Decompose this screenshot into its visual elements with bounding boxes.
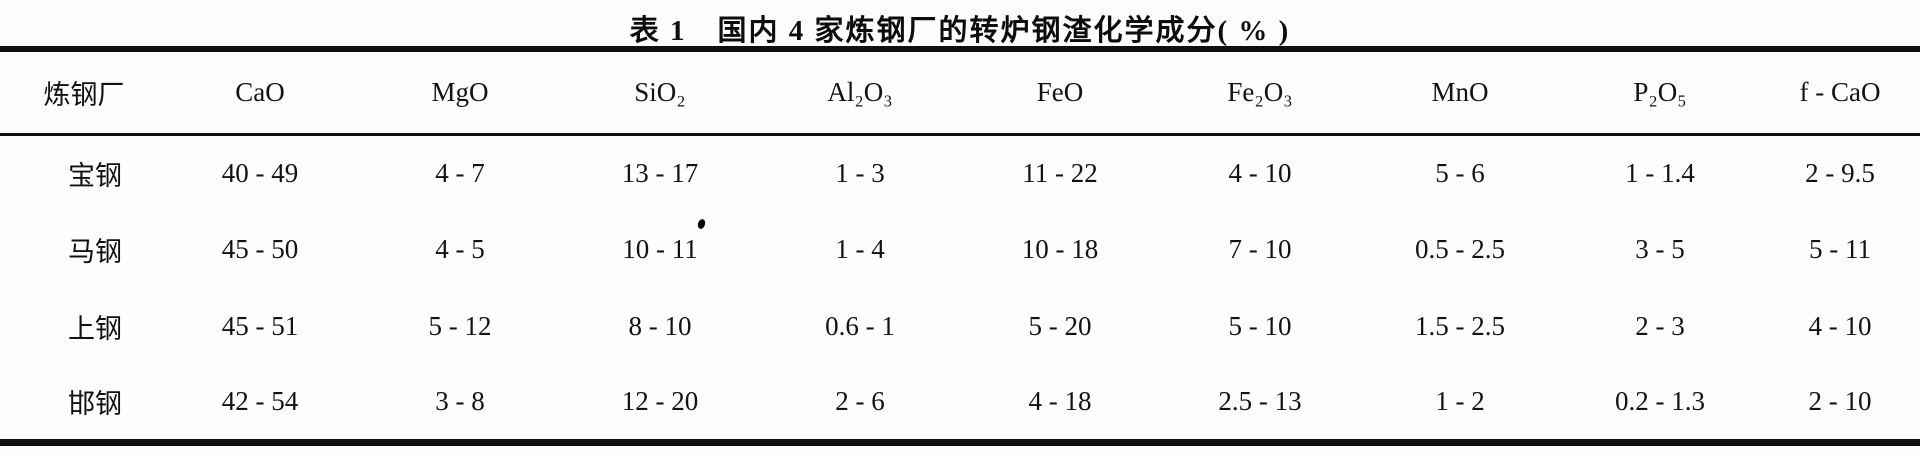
table-row: 马钢 45 - 50 4 - 5 10 - 11 1 - 4 10 - 18 7… [0,211,1920,288]
value-cell: 2 - 6 [835,386,885,417]
plant-name-cell: 邯钢 [68,389,122,420]
value-cell: 5 - 6 [1435,157,1485,188]
column-header-fe2o3: Fe₂O₃ [1160,49,1360,136]
column-header-p2o5: P₂O₅ [1560,49,1760,136]
table-title: 表 1 国内 4 家炼钢厂的转炉钢渣化学成分( % ) [629,15,1291,47]
value-cell: 4 - 7 [435,157,485,188]
table-row: 宝钢 40 - 49 4 - 7 13 - 17 1 - 3 11 - 22 4… [0,134,1920,211]
table-row: 上钢 45 - 51 5 - 12 8 - 10 0.6 - 1 5 - 20 … [0,288,1920,365]
value-cell: 5 - 12 [428,311,492,341]
table-header-row: 炼钢厂 CaO MgO SiO₂ Al₂O₃ FeO Fe₂O₃ MnO P₂O… [0,49,1920,136]
value-cell: 2 - 10 [1808,386,1872,417]
column-header-mgo: MgO [360,49,560,136]
value-cell: 3 - 5 [1635,234,1685,264]
column-header-mno: MnO [1360,49,1560,136]
value-cell: 8 - 10 [628,311,692,341]
value-cell: 10 - 18 [1021,234,1099,264]
column-header-sio2: SiO₂ [560,49,760,136]
plant-name-cell: 上钢 [68,314,122,344]
plant-name-cell: 马钢 [68,237,122,267]
value-cell: 40 - 49 [221,157,299,188]
value-cell: 4 - 5 [435,234,485,264]
value-cell: 0.2 - 1.3 [1615,386,1705,417]
value-cell: 1 - 4 [835,234,885,264]
value-cell: 2 - 9.5 [1805,157,1875,188]
value-cell: 4 - 10 [1808,311,1872,341]
value-cell: 42 - 54 [221,386,299,417]
value-cell: 45 - 50 [221,234,299,264]
value-cell: 11 - 22 [1022,157,1098,188]
value-cell: 2 - 3 [1635,311,1685,341]
value-cell: 4 - 10 [1228,157,1292,188]
value-cell: 1 - 2 [1435,386,1485,417]
value-cell: 0.6 - 1 [825,311,895,341]
value-cell: 10 - 11 [622,234,698,264]
value-cell: 4 - 18 [1028,386,1092,417]
value-cell: 1.5 - 2.5 [1415,311,1505,341]
column-header-f-cao: f - CaO [1760,49,1920,136]
value-cell: 3 - 8 [435,386,485,417]
value-cell: 5 - 10 [1228,311,1292,341]
value-cell: 5 - 11 [1809,234,1871,264]
value-cell: 7 - 10 [1228,234,1292,264]
table-row: 邯钢 42 - 54 3 - 8 12 - 20 2 - 6 4 - 18 2.… [0,365,1920,442]
value-cell: 0.5 - 2.5 [1415,234,1505,264]
value-cell: 1 - 1.4 [1625,157,1695,188]
value-cell: 1 - 3 [835,157,885,188]
value-cell: 45 - 51 [221,311,299,341]
column-header-cao: CaO [160,49,360,136]
slag-composition-table: 炼钢厂 CaO MgO SiO₂ Al₂O₃ FeO Fe₂O₃ MnO P₂O… [0,46,1920,446]
value-cell: 12 - 20 [621,386,699,417]
column-header-feo: FeO [960,49,1160,136]
column-header-plant: 炼钢厂 [0,49,160,136]
column-header-al2o3: Al₂O₃ [760,49,960,136]
value-cell: 2.5 - 13 [1218,386,1302,417]
value-cell: 13 - 17 [621,157,699,188]
value-cell: 5 - 20 [1028,311,1092,341]
plant-name-cell: 宝钢 [68,160,122,191]
